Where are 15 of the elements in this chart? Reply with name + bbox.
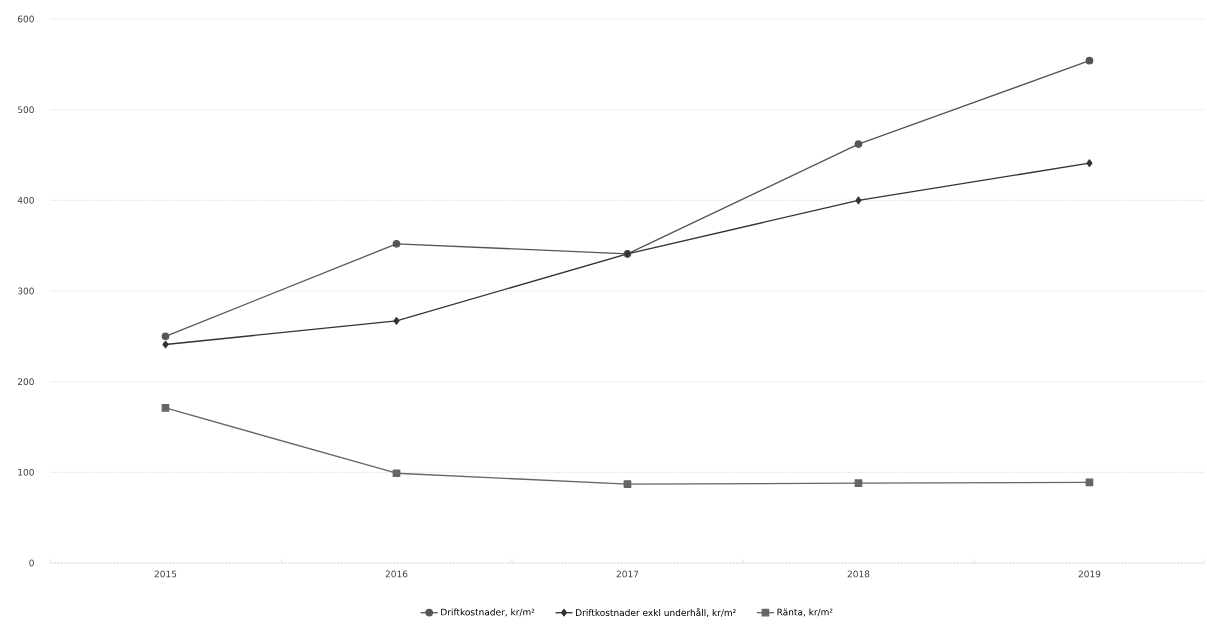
x-tick-label: 2016 <box>385 570 408 578</box>
x-tick-label: 2017 <box>616 570 639 578</box>
y-tick-label: 0 <box>29 559 34 567</box>
y-tick-label: 100 <box>18 468 34 476</box>
y-tick-label: 300 <box>17 287 34 295</box>
legend-label: Ränta, kr/m² <box>777 608 833 617</box>
legend-label: Driftkostnader, kr/m² <box>441 608 535 617</box>
x-tick-label: 2019 <box>1078 570 1101 578</box>
legend-label: Driftkostnader exkl underhåll, kr/m² <box>576 608 736 617</box>
y-tick-label: 600 <box>17 15 34 23</box>
y-tick-label: 500 <box>17 106 34 114</box>
y-tick-label: 200 <box>17 378 34 386</box>
x-tick-label: 2015 <box>154 570 177 578</box>
x-tick-label: 2018 <box>847 570 870 578</box>
y-tick-label: 400 <box>17 196 34 204</box>
